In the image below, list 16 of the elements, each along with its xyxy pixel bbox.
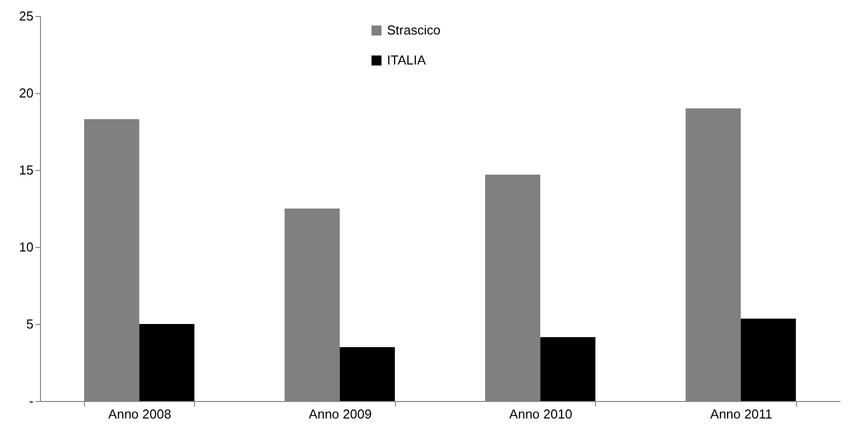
x-tick-label: Anno 2011 [710,406,772,422]
y-tick-label: 25 [19,8,34,24]
x-tick-label: Anno 2009 [308,406,372,422]
x-tick-label: Anno 2010 [509,406,572,422]
legend-label: ITALIA [387,52,426,68]
y-tick-label: 15 [19,162,34,178]
y-tick-label: - [29,394,34,408]
bar [740,318,796,401]
y-tick-label: 20 [19,86,34,100]
legend-label: Strascico [387,22,440,38]
y-tick-label: 10 [19,240,34,254]
bar [139,324,194,401]
x-tick-label: Anno 2008 [108,406,172,422]
bar [340,347,395,401]
bar [540,337,596,401]
y-tick-label: 5 [26,316,34,332]
